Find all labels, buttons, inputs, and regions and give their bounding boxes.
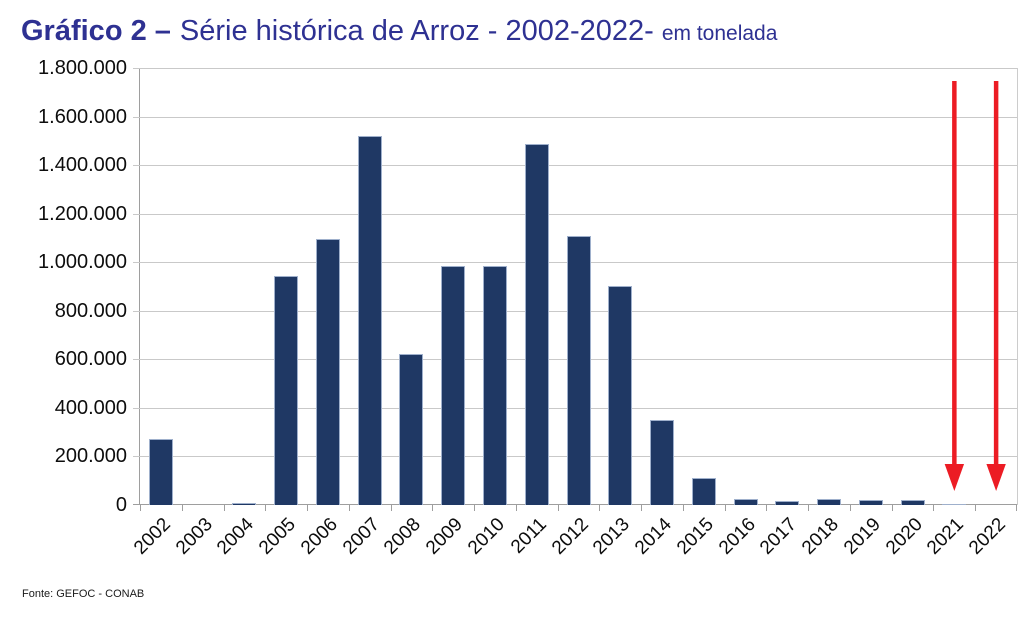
bar-2013 bbox=[608, 286, 632, 505]
x-tick bbox=[558, 505, 559, 511]
bar-2008 bbox=[399, 354, 423, 505]
x-tick bbox=[892, 505, 893, 511]
bar-2017 bbox=[775, 501, 799, 505]
x-axis-ticks bbox=[140, 68, 1017, 511]
x-axis-labels: 2002 2003 2004 2005 2006 2007 2008 2009 2010 2011… bbox=[130, 505, 1016, 600]
bar-2018 bbox=[817, 499, 841, 505]
x-tick bbox=[933, 505, 934, 511]
x-tick bbox=[140, 505, 141, 511]
y-tick-label: 1.600.000 bbox=[38, 106, 127, 128]
annotation-arrows bbox=[944, 81, 1006, 491]
y-axis-labels: 1.800.000 1.600.000 1.400.000 1.200.000 1.00… bbox=[0, 57, 127, 516]
x-tick bbox=[975, 505, 976, 511]
bar-2006 bbox=[316, 239, 340, 505]
x-tick bbox=[307, 505, 308, 511]
bar-2021 bbox=[942, 504, 966, 505]
x-tick bbox=[182, 505, 183, 511]
x-tick bbox=[516, 505, 517, 511]
gridline bbox=[133, 68, 1017, 69]
x-tick bbox=[1016, 505, 1017, 511]
x-tick bbox=[683, 505, 684, 511]
bar-2016 bbox=[734, 499, 758, 505]
chart-title-number: Gráfico 2 – bbox=[21, 15, 171, 47]
x-tick bbox=[474, 505, 475, 511]
bars-layer bbox=[140, 68, 1017, 505]
y-tick-label: 0 bbox=[115, 494, 127, 516]
bar-2007 bbox=[358, 136, 382, 505]
x-tick bbox=[725, 505, 726, 511]
x-tick bbox=[641, 505, 642, 511]
y-tick-label: 600.000 bbox=[54, 348, 127, 370]
arrow-head-2022 bbox=[986, 464, 1006, 491]
x-tick bbox=[391, 505, 392, 511]
y-tick-label: 200.000 bbox=[54, 445, 127, 467]
bar-2002 bbox=[149, 439, 173, 505]
x-tick bbox=[224, 505, 225, 511]
gridline bbox=[133, 165, 1017, 166]
gridline bbox=[133, 214, 1017, 215]
x-tick bbox=[766, 505, 767, 511]
bar-2020 bbox=[901, 500, 925, 505]
source-note: Fonte: GEFOC - CONAB bbox=[22, 588, 145, 600]
x-tick bbox=[808, 505, 809, 511]
x-tick bbox=[265, 505, 266, 511]
bar-2014 bbox=[650, 420, 674, 505]
y-tick-label: 1.200.000 bbox=[38, 203, 127, 225]
y-tick-label: 800.000 bbox=[54, 300, 127, 322]
chart-title: Gráfico 2 – Série histórica de Arroz - 20… bbox=[21, 10, 777, 53]
bar-2010 bbox=[483, 266, 507, 505]
y-tick-label: 400.000 bbox=[54, 397, 127, 419]
bar-2012 bbox=[567, 236, 591, 505]
y-tick-label: 1.800.000 bbox=[38, 57, 127, 79]
bar-2004 bbox=[232, 503, 256, 505]
bar-2011 bbox=[525, 144, 549, 505]
x-tick bbox=[599, 505, 600, 511]
x-tick bbox=[850, 505, 851, 511]
x-tick bbox=[349, 505, 350, 511]
plot-area bbox=[133, 68, 1018, 511]
bar-2005 bbox=[274, 276, 298, 505]
arrow-head-2021 bbox=[944, 464, 965, 491]
bar-2009 bbox=[441, 266, 465, 505]
bar-2015 bbox=[692, 478, 716, 505]
bar-2019 bbox=[859, 500, 883, 505]
gridline bbox=[133, 117, 1017, 118]
y-tick-label: 1.000.000 bbox=[38, 251, 127, 273]
chart-title-text: Série histórica de Arroz - 2002-2022- bbox=[179, 15, 654, 47]
y-tick-label: 1.400.000 bbox=[38, 154, 127, 176]
x-tick bbox=[432, 505, 433, 511]
chart-title-unit: em tonelada bbox=[661, 22, 778, 45]
